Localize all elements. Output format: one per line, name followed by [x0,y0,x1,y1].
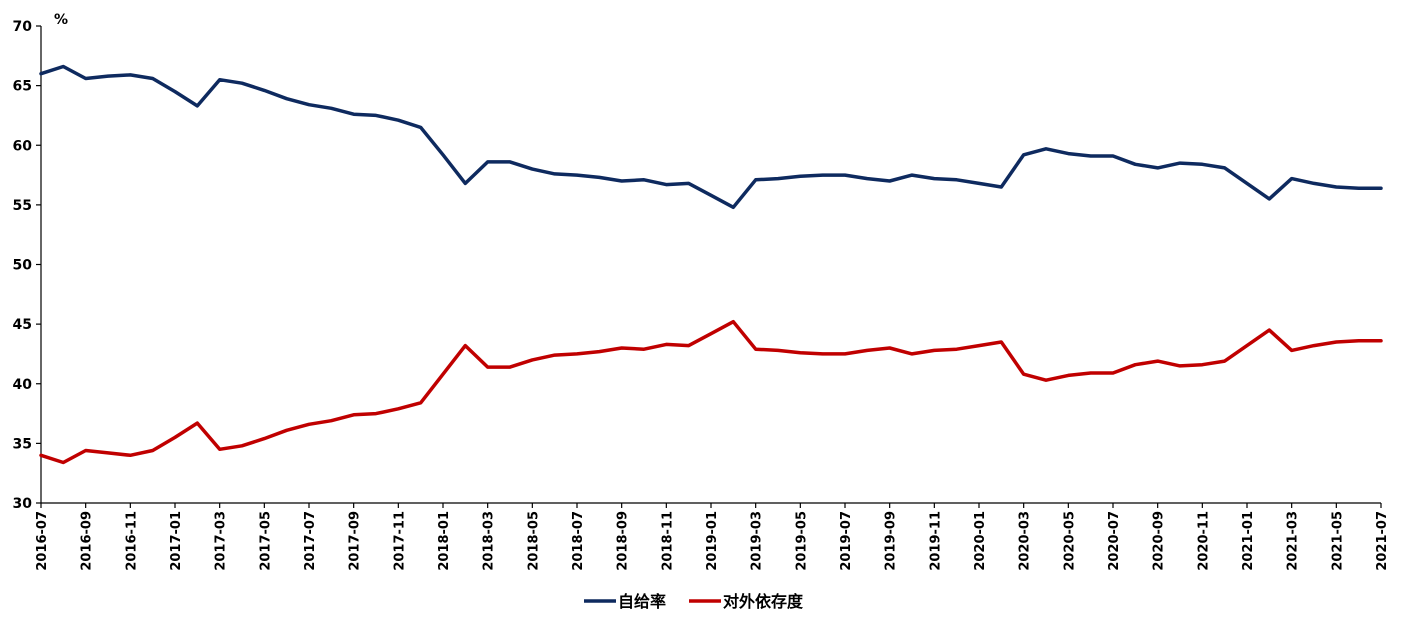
x-tick-label: 2016-09 [80,511,95,571]
x-tick-label: 2018-05 [526,511,541,571]
x-tick-label: 2018-03 [482,511,497,571]
y-tick-label: 50 [13,258,33,274]
x-tick-label: 2019-03 [750,511,765,571]
x-tick-label: 2017-09 [348,511,363,571]
y-axis: 30 35 40 45 50 55 60 65 70 [13,19,42,512]
legend-label-2: 对外依存度 [723,592,804,611]
x-axis: 2016-07 2016-09 2016-11 2017-01 2017-03 2017-… [35,502,1390,571]
x-tick-label: 2016-07 [35,511,50,571]
y-tick-label: 30 [13,496,33,512]
y-tick-label: 40 [13,377,33,393]
x-tick-label: 2021-01 [1241,511,1256,571]
x-tick-label: 2017-03 [214,511,229,571]
y-tick-label: 35 [13,436,32,452]
series-line-1 [39,64,1383,210]
series-lines [39,64,1383,465]
x-tick-label: 2020-01 [973,511,988,571]
x-tick-label: 2019-01 [705,511,720,571]
legend: 自给率 对外依存度 [584,592,804,611]
x-tick-label: 2020-07 [1107,511,1122,571]
y-tick-label: 55 [13,198,32,214]
x-tick-label: 2017-07 [303,511,318,571]
x-tick-label: 2017-01 [169,511,184,571]
legend-label-1: 自给率 [618,592,666,611]
x-tick-label: 2018-11 [660,511,675,571]
x-tick-label: 2018-01 [437,511,452,571]
series-line-2 [39,319,1383,465]
x-tick-label: 2020-05 [1062,511,1077,571]
x-tick-label: 2018-07 [571,511,586,571]
x-tick-label: 2019-05 [794,511,809,571]
y-axis-unit-label: % [54,12,68,28]
x-tick-label: 2017-11 [392,511,407,571]
x-tick-label: 2017-05 [258,511,273,571]
x-tick-label: 2021-05 [1330,511,1345,571]
x-tick-label: 2020-03 [1018,511,1033,571]
x-tick-label: 2016-11 [124,511,139,571]
y-tick-label: 70 [13,19,33,35]
x-tick-label: 2019-11 [928,511,943,571]
y-tick-label: 60 [13,138,33,154]
x-tick-label: 2020-11 [1196,511,1211,571]
x-tick-label: 2019-07 [839,511,854,571]
x-tick-label: 2018-09 [616,511,631,571]
x-tick-label: 2020-09 [1152,511,1167,571]
x-tick-label: 2021-03 [1286,511,1301,571]
x-tick-label: 2021-07 [1375,511,1390,571]
y-tick-label: 45 [13,317,32,333]
x-tick-label: 2019-09 [884,511,899,571]
y-tick-label: 65 [13,79,32,95]
